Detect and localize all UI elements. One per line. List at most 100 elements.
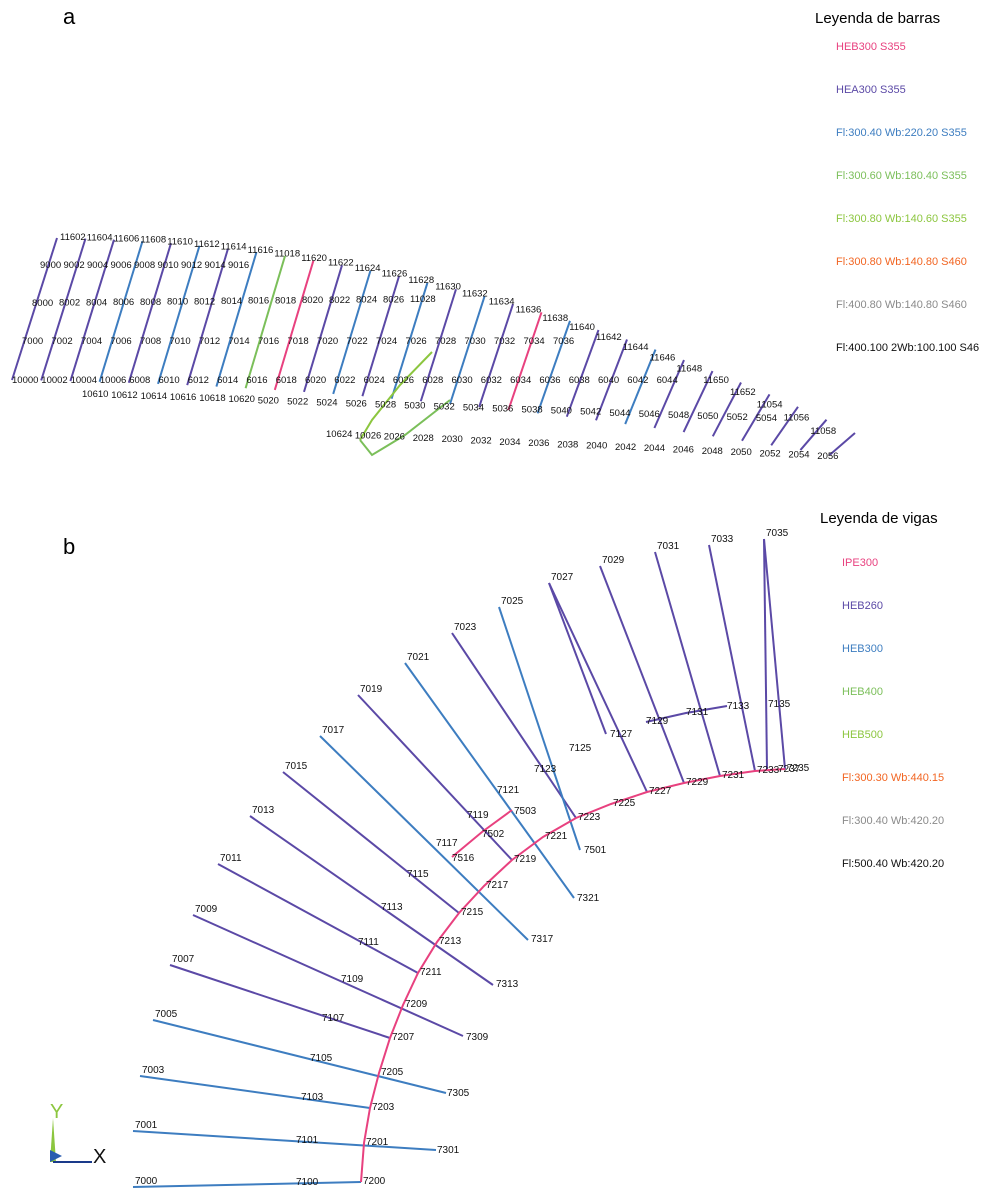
outer-node-label: 7001 [135, 1120, 158, 1131]
node-label-row7: 2050 [731, 447, 752, 458]
node-label-row7: 10026 [355, 430, 381, 441]
node-label-row3: 8020 [302, 295, 323, 306]
outer-node-label: 7033 [711, 534, 734, 545]
ring-node-label: 7227 [649, 786, 672, 797]
beam-member [404, 662, 575, 899]
ring-node-label: 7235 [787, 763, 810, 774]
node-label-row6: 10614 [141, 391, 167, 402]
node-label-row7: 2054 [788, 450, 809, 461]
node-label-row3: 8014 [221, 296, 242, 307]
beam-member [763, 538, 786, 770]
node-label-row6: 10612 [111, 390, 137, 401]
node-label-row5: 6028 [422, 375, 443, 386]
mid-node-label: 7129 [646, 716, 669, 727]
node-label-row4: 7014 [229, 336, 250, 347]
node-label-row1: 11648 [676, 363, 702, 374]
node-label-row4: 7020 [317, 336, 338, 347]
bar-member [507, 311, 543, 411]
bar-member [127, 242, 172, 384]
legend-a-item: HEB300 S355 [836, 41, 906, 53]
node-label-row4: 7028 [435, 336, 456, 347]
outer-node-label: 7017 [322, 725, 345, 736]
node-label-row5: 6010 [159, 375, 180, 386]
mid-node-label: 7109 [341, 974, 364, 985]
node-label-row1: 11624 [355, 263, 381, 274]
node-label-row4: 7000 [22, 336, 43, 347]
node-label-row5: 6044 [657, 375, 678, 386]
mid-node-label: 7101 [296, 1135, 319, 1146]
bar-member [273, 260, 315, 391]
node-label-row3: 8016 [248, 296, 269, 307]
ring-node-label: 7219 [514, 854, 537, 865]
ring-node-label: 7211 [420, 967, 442, 978]
legend-b-item: Fl:500.40 Wb:420.20 [842, 858, 944, 870]
node-label-row3: 8006 [113, 297, 134, 308]
node-label-row4: 7010 [170, 336, 191, 347]
outer-node-label: 7000 [135, 1176, 158, 1187]
bar-member [770, 406, 799, 446]
node-label-row1: 11614 [221, 242, 247, 253]
bar-member [682, 370, 714, 433]
legend-a: HEB300 S355 HEA300 S355 Fl:300.40 Wb:220.2… [836, 41, 979, 354]
beam-member [152, 1019, 447, 1094]
node-label-row1: 11652 [730, 387, 756, 398]
node-label-row3: 8010 [167, 297, 188, 308]
node-label-row4: 7016 [258, 336, 279, 347]
beam-member [763, 538, 768, 770]
node-label-row4: 7034 [524, 336, 545, 347]
axis-triad: Y X [50, 1101, 106, 1168]
node-label-row1: 11642 [596, 332, 622, 343]
panel-b-letter: b [63, 534, 75, 559]
legend-a-item: HEA300 S355 [836, 84, 906, 96]
node-label-row1: 11632 [462, 289, 488, 300]
node-label-row5: 6034 [510, 375, 531, 386]
node-label-row1: 11608 [140, 235, 166, 246]
node-label-row4: 7012 [199, 336, 220, 347]
node-label-row6: 5038 [522, 405, 543, 416]
legend-b-item: HEB400 [842, 686, 883, 698]
node-label-row5: 6042 [627, 375, 648, 386]
node-label-row3: 8008 [140, 297, 161, 308]
legend-b-item: IPE300 [842, 557, 878, 569]
node-label-row5: 6026 [393, 375, 414, 386]
node-label-row6: 10620 [229, 394, 255, 405]
inner-node-label: 7305 [447, 1088, 470, 1099]
node-label-row3: 8012 [194, 296, 215, 307]
node-label-row5: 10006 [100, 375, 126, 386]
node-label-row6: 5030 [404, 400, 425, 411]
outer-node-label: 7019 [360, 684, 383, 695]
beam-member [192, 914, 464, 1037]
bar-member [741, 393, 771, 442]
legend-b-item: Fl:300.30 Wb:440.15 [842, 772, 944, 784]
ring-node-label: 7209 [405, 999, 428, 1010]
inner-node-label: 7313 [496, 979, 519, 990]
node-label-row6: 5044 [609, 408, 630, 419]
node-label-row3: 8024 [356, 295, 377, 306]
beam-member [132, 1130, 437, 1151]
bar-member [303, 264, 343, 393]
node-label-row7: 2026 [384, 432, 405, 443]
bar-member [40, 238, 87, 381]
inner-node-label: 7321 [577, 893, 600, 904]
node-label-row3: 11028 [410, 294, 436, 305]
panel-a-diagram: 11602 11604 11606 11608 11610 11612 11614 11616… [11, 232, 856, 462]
mid-node-label: 7100 [296, 1177, 319, 1188]
legend-a-item: Fl:400.80 Wb:140.80 S460 [836, 299, 967, 311]
ring-node-label: 7213 [439, 936, 462, 947]
mid-node-label: 7133 [727, 701, 750, 712]
node-label-row6: 10616 [170, 392, 196, 403]
ring-node-label: 7203 [372, 1102, 395, 1113]
beam-member [599, 565, 685, 784]
ring-node-label: 7231 [722, 770, 745, 781]
inner-node-label: 7503 [514, 806, 537, 817]
outer-node-label: 7029 [602, 555, 625, 566]
mid-node-label: 7127 [610, 729, 633, 740]
node-label-row4: 7006 [111, 336, 132, 347]
mid-node-label: 7119 [467, 810, 489, 821]
extra-node-label: 7237 [778, 764, 801, 775]
node-label-row1: 11650 [703, 375, 729, 386]
node-label-row6: 5022 [287, 396, 308, 407]
node-label-row6: 10610 [82, 389, 108, 400]
beam-member [217, 863, 419, 974]
outer-node-label: 7023 [454, 622, 477, 633]
